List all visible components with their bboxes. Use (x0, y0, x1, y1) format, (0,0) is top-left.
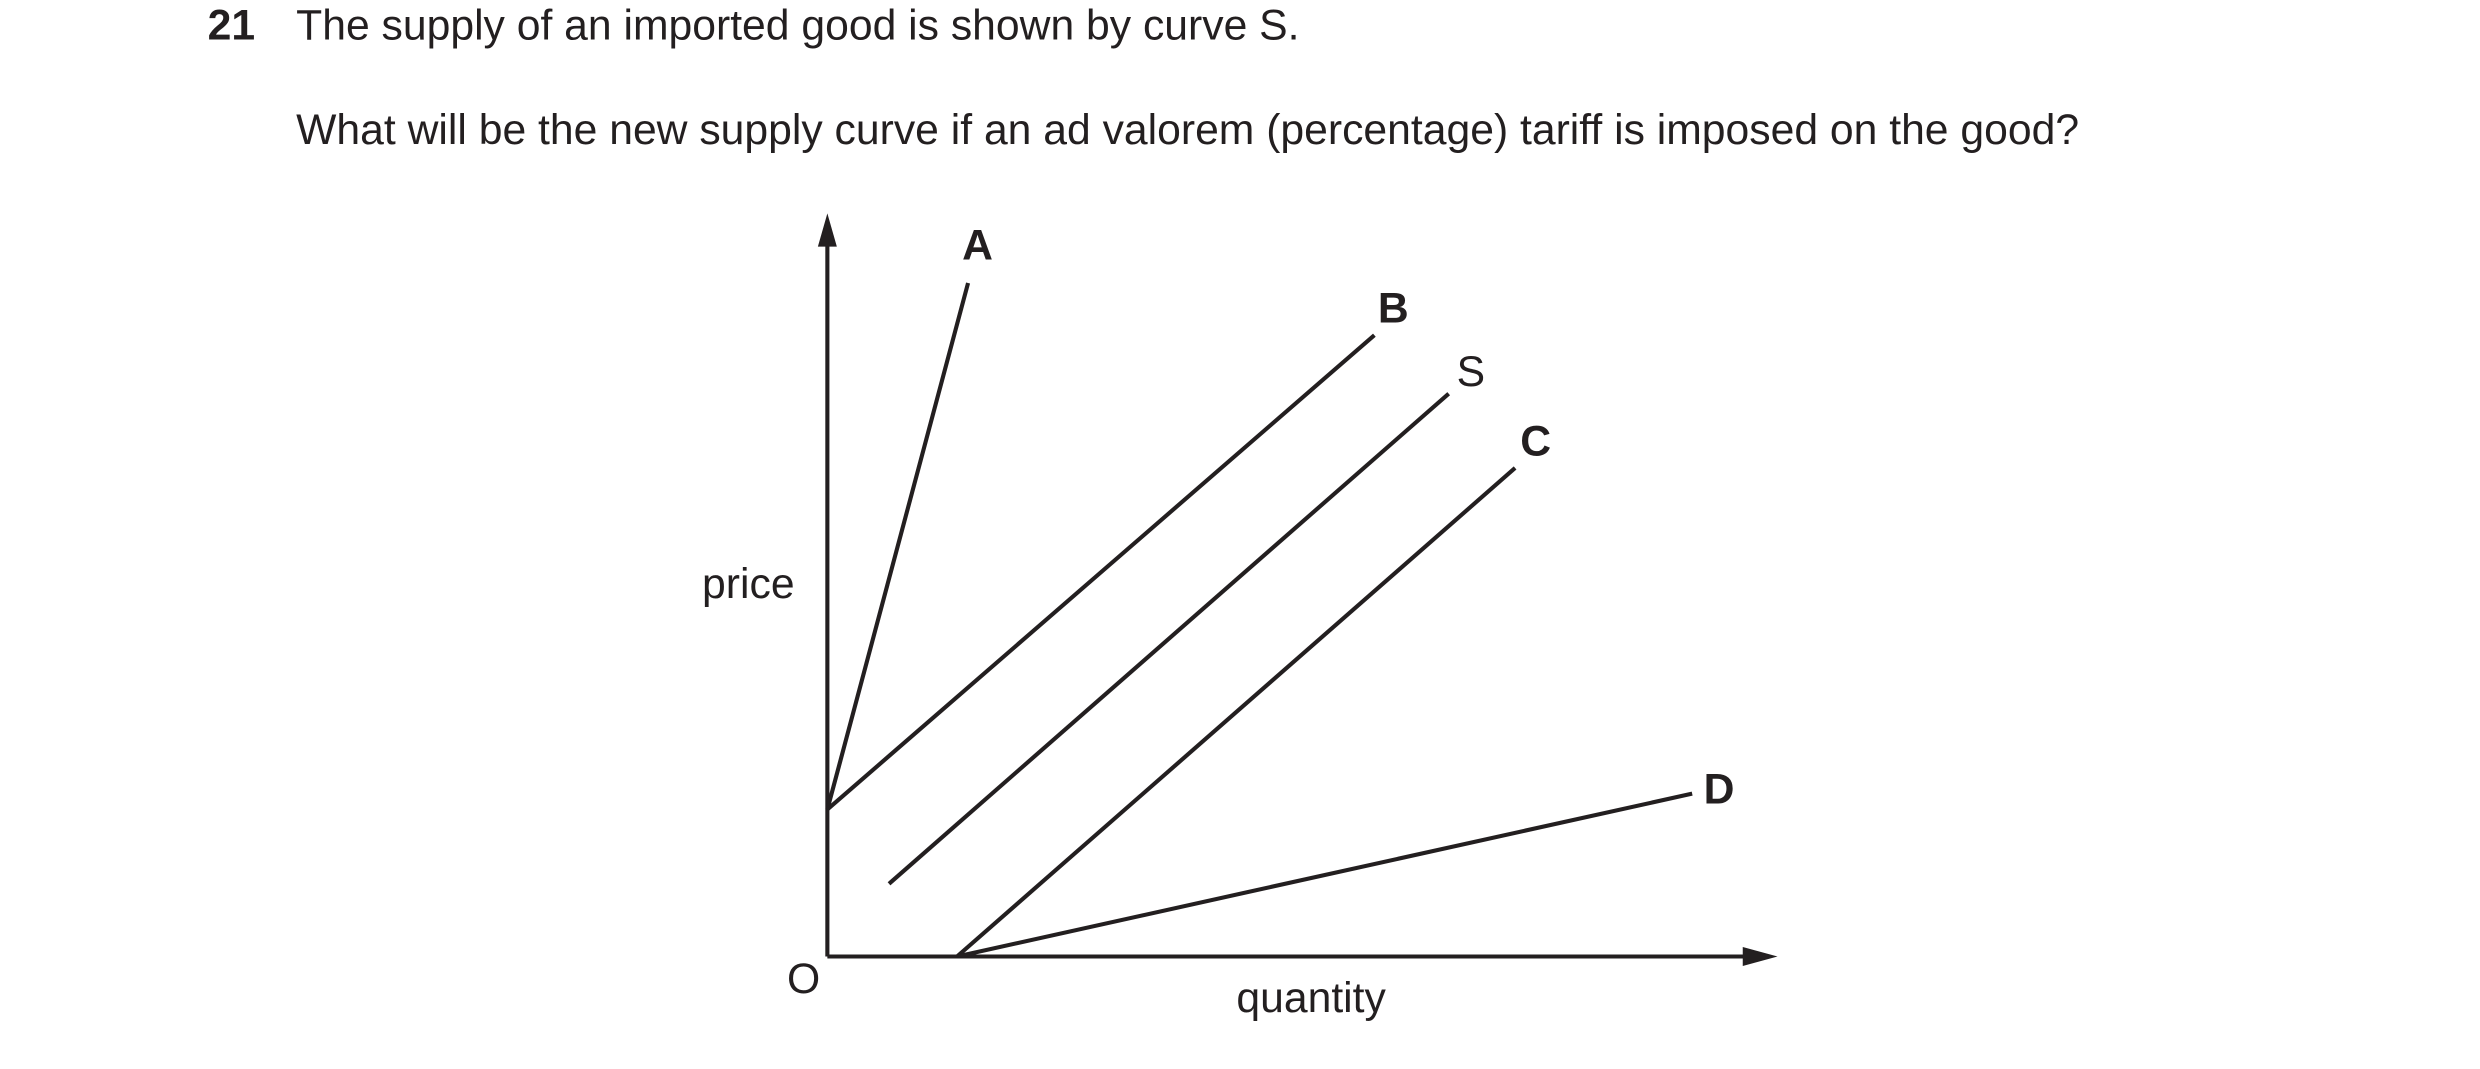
question-text: The supply of an imported good is shown … (296, 2, 1299, 50)
curve-label: C (1520, 418, 1551, 466)
curve-label: B (1378, 285, 1409, 333)
x-axis-arrow (1742, 947, 1778, 966)
y-axis-arrow (817, 213, 837, 247)
curve-label: A (962, 221, 993, 269)
origin-label: O (787, 955, 820, 1003)
curve-b (826, 333, 1376, 812)
diagram: A B S C D price quantity O (702, 213, 1778, 1022)
question-prompt: What will be the new supply curve if an … (296, 106, 2079, 154)
curve-label: D (1704, 765, 1735, 813)
curve-label: S (1457, 348, 1485, 396)
y-axis-label: price (702, 560, 795, 608)
x-axis-label: quantity (1236, 974, 1386, 1022)
curve-a (825, 282, 971, 810)
curve-s (887, 392, 1451, 886)
curve-d (956, 791, 1693, 959)
curve-c (955, 466, 1517, 959)
question-number: 21 (208, 2, 255, 50)
